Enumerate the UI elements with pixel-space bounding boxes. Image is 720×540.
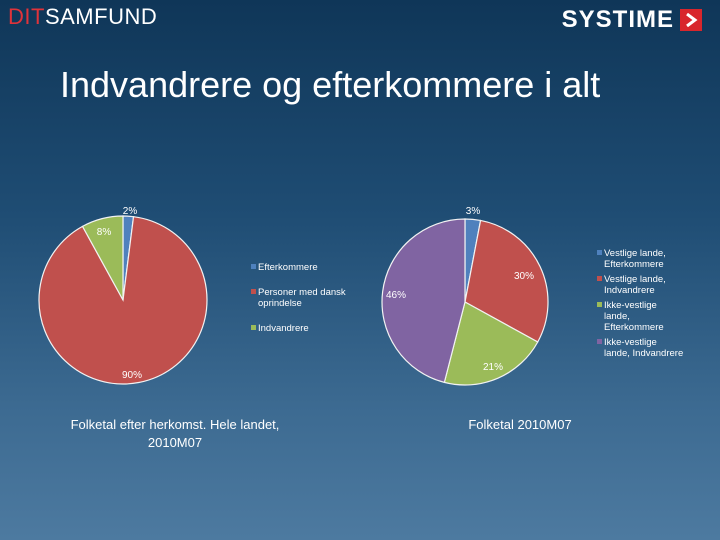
pie2-legend-label-ikke-vestlige-lande-efterkommere-line1: Ikke-vestlige <box>604 300 657 311</box>
pie2-legend-label-ikke-vestlige-lande-indvandrere-line1: Ikke-vestlige <box>604 337 657 348</box>
pie2-legend-swatch-vestlige-lande-indvandrere <box>597 276 602 281</box>
pie1-slice-indvandrere <box>81 215 124 301</box>
pie1-legend-label-personer-med-dansk-oprindelse-line1: Personer med dansk <box>258 287 346 298</box>
pie2-legend-label-vestlige-lande-efterkommere-line2: Efterkommere <box>604 259 664 270</box>
pie2-data-label-ikke-vestlige-lande-indvandrere: 46% <box>386 290 406 301</box>
pie1-legend-label-indvandrere-line1: Indvandrere <box>258 323 309 334</box>
pie1-legend-label-personer-med-dansk-oprindelse-line2: oprindelse <box>258 298 302 309</box>
pie2-legend-label-ikke-vestlige-lande-indvandrere-line2: lande, Indvandrere <box>604 348 683 359</box>
left-chart-caption: Folketal efter herkomst. Hele landet, 20… <box>40 416 310 452</box>
top-bar: DITSAMFUND SYSTIME <box>0 0 720 40</box>
pie1-legend-swatch-efterkommere <box>251 264 256 269</box>
pie1-legend-label-efterkommere-line1: Efterkommere <box>258 262 318 273</box>
systime-logo: SYSTIME <box>562 6 702 34</box>
pie2-slice-ikke-vestlige-lande-efterkommere <box>443 301 539 386</box>
pie1-legend-swatch-indvandrere <box>251 325 256 330</box>
logo-systime-text: SYSTIME <box>561 6 674 33</box>
pie2-legend-label-vestlige-lande-indvandrere-line2: Indvandrere <box>604 285 655 296</box>
pie2-legend-label-ikke-vestlige-lande-efterkommere-line3: Efterkommere <box>604 322 664 333</box>
pie1-legend-swatch-personer-med-dansk-oprindelse <box>251 289 256 294</box>
logo-samfund-text: SAMFUND <box>44 4 158 29</box>
dit-samfund-logo: DITSAMFUND <box>8 4 157 30</box>
pie2-legend-swatch-ikke-vestlige-lande-efterkommere <box>597 302 602 307</box>
pie2-legend-swatch-vestlige-lande-efterkommere <box>597 250 602 255</box>
left-caption-line1: Folketal efter herkomst. Hele landet, <box>70 417 280 432</box>
chevron-right-icon <box>680 9 702 31</box>
pie2-legend-label-vestlige-lande-indvandrere-line1: Vestlige lande, <box>604 274 666 285</box>
pie2-legend-swatch-ikke-vestlige-lande-indvandrere <box>597 339 602 344</box>
pie2-data-label-ikke-vestlige-lande-efterkommere: 21% <box>483 362 503 373</box>
pie2-legend-label-ikke-vestlige-lande-efterkommere-line2: lande, <box>604 311 630 322</box>
left-caption-line2: 2010M07 <box>147 435 203 450</box>
pie2-data-label-vestlige-lande-efterkommere: 3% <box>466 206 481 217</box>
pie2-data-label-vestlige-lande-indvandrere: 30% <box>514 271 534 282</box>
pie1-data-label-personer-med-dansk-oprindelse: 90% <box>122 370 142 381</box>
pie2-slice-ikke-vestlige-lande-indvandrere <box>381 218 466 384</box>
pie2-legend-label-vestlige-lande-efterkommere-line1: Vestlige lande, <box>604 248 666 259</box>
pie2-slice-vestlige-lande-indvandrere <box>464 219 549 343</box>
right-chart-caption: Folketal 2010M07 <box>468 417 572 432</box>
pie1-data-label-indvandrere: 8% <box>97 227 112 238</box>
logo-dit-text: DIT <box>8 4 45 29</box>
pie1-slice-personer-med-dansk-oprindelse <box>38 215 208 385</box>
slide-title: Indvandrere og efterkommere i alt <box>60 64 601 105</box>
pie1-data-label-efterkommere: 2% <box>123 206 138 217</box>
